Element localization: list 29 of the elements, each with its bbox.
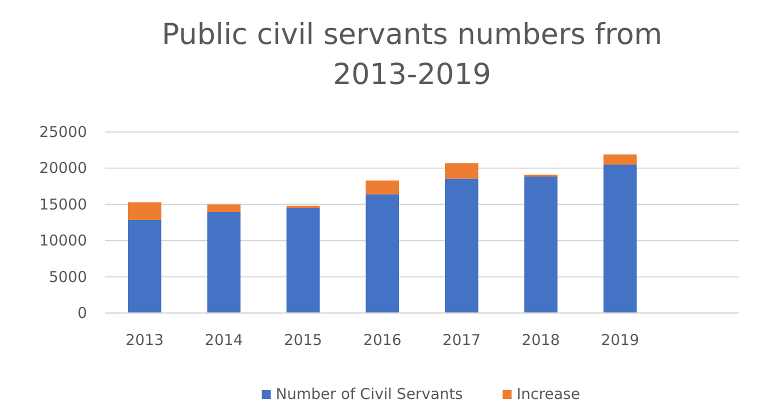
x-tick-label: 2018: [522, 331, 560, 349]
bar: [128, 202, 162, 220]
y-tick-label: 15000: [39, 195, 87, 214]
chart-title: Public civil servants numbers from 2013-2019: [162, 17, 662, 91]
x-tick-label: 2017: [442, 331, 481, 349]
bar: [366, 194, 400, 313]
bar: [444, 163, 478, 179]
bar: [207, 212, 241, 313]
bar: [524, 176, 558, 313]
bar: [444, 178, 478, 313]
y-tick-label: 25000: [39, 123, 87, 141]
bar: [366, 180, 400, 194]
y-tick-label: 5000: [48, 268, 87, 286]
x-tick-label: 2016: [363, 331, 402, 349]
legend-label: Increase: [516, 385, 580, 403]
y-tick-label: 0: [77, 304, 87, 322]
x-tick-label: 2013: [126, 331, 164, 349]
x-tick-label: 2014: [204, 331, 243, 349]
y-tick-label: 20000: [39, 159, 87, 178]
x-tick-label: 2019: [601, 331, 640, 349]
bar: [207, 204, 241, 212]
bar: [286, 206, 320, 208]
bar: [286, 208, 320, 313]
y-tick-label: 10000: [39, 232, 87, 250]
bar: [603, 164, 637, 313]
bar: [603, 154, 637, 165]
legend-label: Number of Civil Servants: [276, 385, 464, 403]
bar: [128, 220, 162, 313]
x-tick-label: 2015: [284, 331, 322, 349]
